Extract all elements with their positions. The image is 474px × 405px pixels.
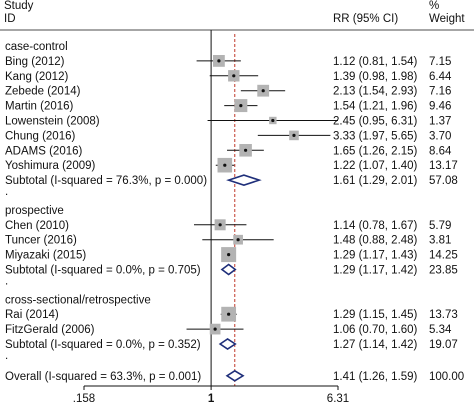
study-rr-ci: 1.29 (1.15, 1.45): [333, 309, 418, 321]
study-label: Kang (2012): [5, 71, 68, 83]
point-estimate: [218, 223, 222, 227]
study-label: Martin (2016): [5, 101, 74, 113]
point-estimate: [227, 312, 231, 316]
group-label: prospective: [5, 205, 64, 217]
header-id: ID: [4, 13, 16, 25]
study-rr-ci: 1.14 (0.78, 1.67): [333, 220, 418, 232]
study-rr-ci: 2.13 (1.54, 2.93): [333, 86, 418, 98]
point-estimate: [223, 163, 227, 167]
overall-diamond: [225, 369, 245, 382]
study-label: Rai (2014): [5, 309, 59, 321]
study-label: ADAMS (2016): [5, 145, 83, 157]
overall-label: Overall (I-squared = 63.3%, p = 0.001): [5, 371, 201, 383]
study-label: FitzGerald (2006): [5, 324, 95, 336]
point-estimate: [292, 133, 296, 137]
point-estimate: [271, 118, 275, 123]
study-weight: 1.37: [429, 116, 451, 128]
study-weight: 5.34: [429, 324, 452, 336]
study-rr-ci: 1.48 (0.88, 2.48): [333, 235, 418, 247]
point-estimate: [239, 104, 243, 108]
subtotal-label: Subtotal (I-squared = 0.0%, p = 0.705): [5, 265, 201, 277]
header-study: Study: [4, 0, 34, 12]
plot-area: case-control Bing (2012) 1.12 (0.81, 1.54)…: [0, 29, 474, 405]
study-rr-ci: 1.12 (0.81, 1.54): [333, 56, 418, 68]
point-estimate: [232, 74, 236, 78]
group-label: cross-sectional/retrospective: [5, 294, 151, 306]
subtotal-diamond: [220, 263, 237, 276]
x-axis-tick-label: 1: [208, 393, 215, 405]
study-label: Tuncer (2016): [5, 235, 77, 247]
subtotal-label: Subtotal (I-squared = 0.0%, p = 0.352): [5, 339, 201, 351]
study-weight: 8.64: [429, 145, 452, 157]
study-weight: 7.16: [429, 86, 451, 98]
group-separator: .: [5, 186, 8, 198]
study-label: Bing (2012): [5, 56, 65, 68]
study-rr-ci: 1.54 (1.21, 1.96): [333, 101, 418, 113]
subtotal-weight: 23.85: [429, 265, 458, 277]
group-separator: .: [5, 350, 8, 362]
subtotal-rr-ci: 1.61 (1.29, 2.01): [333, 175, 418, 187]
study-rr-ci: 1.22 (1.07, 1.40): [333, 160, 418, 172]
study-weight: 5.79: [429, 220, 451, 232]
point-estimate: [261, 89, 265, 93]
subtotal-rr-ci: 1.29 (1.17, 1.42): [333, 265, 418, 277]
study-label: Chen (2010): [5, 220, 69, 232]
x-axis-tick-label: .158: [73, 393, 95, 405]
overall-rr-ci: 1.41 (1.26, 1.59): [333, 371, 418, 383]
group-separator: .: [5, 275, 8, 287]
group-label: case-control: [5, 41, 68, 53]
study-weight: 9.46: [429, 101, 451, 113]
study-label: Lowenstein (2008): [5, 116, 100, 128]
point-estimate: [236, 238, 240, 242]
point-estimate: [227, 253, 231, 257]
study-rr-ci: 1.06 (0.70, 1.60): [333, 324, 418, 336]
subtotal-diamond: [218, 338, 237, 350]
study-rr-ci: 3.33 (1.97, 5.65): [333, 130, 418, 142]
x-axis-tick-label: 6.31: [327, 393, 349, 405]
study-label: Chung (2016): [5, 130, 75, 142]
point-estimate: [244, 148, 248, 152]
subtotal-rr-ci: 1.27 (1.14, 1.42): [333, 339, 418, 351]
study-weight: 13.73: [429, 309, 458, 321]
study-label: Yoshimura (2009): [5, 160, 96, 172]
study-rr-ci: 1.39 (0.98, 1.98): [333, 71, 418, 83]
header-effect-label: RR (95% CI): [333, 13, 398, 25]
point-estimate: [217, 59, 221, 63]
study-weight: 14.25: [429, 250, 458, 262]
study-weight: 3.81: [429, 235, 451, 247]
subtotal-label: Subtotal (I-squared = 76.3%, p = 0.000): [5, 175, 207, 187]
study-label: Miyazaki (2015): [5, 250, 86, 262]
subtotal-weight: 57.08: [429, 175, 458, 187]
study-rr-ci: 1.65 (1.26, 2.15): [333, 145, 418, 157]
study-rr-ci: 1.29 (1.17, 1.43): [333, 250, 418, 262]
subtotal-weight: 19.07: [429, 339, 458, 351]
header-percent: %: [429, 0, 439, 12]
study-weight: 13.17: [429, 160, 458, 172]
subtotal-diamond: [226, 174, 262, 186]
overall-weight: 100.00: [429, 371, 464, 383]
study-weight: 3.70: [429, 130, 451, 142]
study-weight: 7.15: [429, 56, 451, 68]
study-label: Zebede (2014): [5, 86, 81, 98]
point-estimate: [213, 327, 217, 331]
header-weight: Weight: [429, 13, 465, 25]
study-rr-ci: 2.45 (0.95, 6.31): [333, 116, 418, 128]
study-weight: 6.44: [429, 71, 452, 83]
